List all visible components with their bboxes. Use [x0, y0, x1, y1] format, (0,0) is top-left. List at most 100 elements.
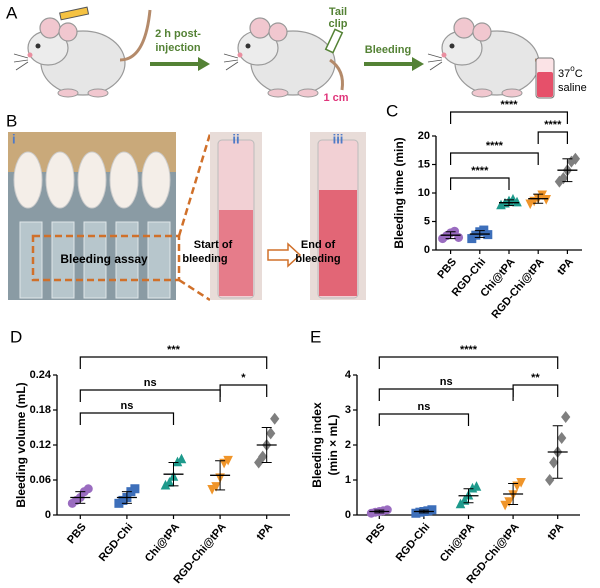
panel-a: A 2 h post- injection Tail clip 1 cm Ble… — [6, 3, 587, 103]
point — [561, 410, 571, 424]
highlight-box — [31, 234, 181, 282]
tail — [119, 9, 152, 62]
y-axis-label: Bleeding time (min) — [392, 137, 406, 248]
y-tick-label: 0.06 — [30, 474, 51, 486]
step-text: injection — [155, 42, 201, 54]
x-tick-label: Chi@tPA — [143, 521, 182, 564]
panel-label: E — [310, 327, 321, 346]
clip — [324, 28, 344, 54]
point — [500, 500, 510, 511]
significance-bracket — [378, 413, 470, 426]
point — [382, 505, 392, 515]
point — [537, 190, 548, 201]
x-tick-label: Chi@tPA — [438, 521, 477, 564]
panel-label: A — [6, 3, 18, 22]
mouse — [13, 17, 126, 98]
assay-text: Bleeding assay — [60, 252, 148, 266]
arrow-head — [412, 57, 424, 71]
significance-label: ns — [120, 400, 133, 412]
end-text: End of — [301, 239, 336, 251]
point — [130, 484, 140, 494]
y-tick-label: 15 — [418, 158, 430, 170]
significance-bracket — [79, 356, 268, 369]
start-text: bleeding — [182, 253, 227, 265]
point — [504, 497, 514, 507]
point — [516, 478, 526, 488]
significance-bracket — [537, 131, 568, 144]
x-tick-label: PBS — [65, 521, 89, 546]
point — [223, 455, 233, 466]
significance-bracket — [378, 388, 514, 401]
temp-text: 37oC — [558, 64, 583, 80]
significance-bracket — [450, 152, 539, 165]
significance-label: **** — [544, 119, 562, 131]
y-axis-label: Bleeding volume (mL) — [14, 382, 28, 507]
point — [427, 505, 437, 515]
step-text: Tail — [329, 6, 347, 18]
blood — [219, 210, 253, 296]
temp-sup: o — [570, 64, 575, 73]
point — [570, 152, 581, 165]
step-text: clip — [329, 18, 348, 30]
significance-label: ns — [440, 376, 453, 388]
point — [471, 481, 482, 491]
point — [270, 412, 280, 425]
significance-label: ** — [531, 372, 540, 384]
point — [549, 456, 559, 469]
point — [541, 195, 552, 205]
y-tick-label: 2 — [345, 439, 351, 451]
panel-b: B Bleeding assay i ii Start of bleeding … — [6, 111, 366, 302]
arrow-head — [198, 57, 210, 71]
zoom-lines — [177, 133, 212, 302]
significance-label: *** — [167, 344, 181, 356]
y-tick-label: 0.12 — [30, 439, 51, 451]
sub-label: i — [12, 131, 16, 146]
sub-label: ii — [232, 131, 239, 146]
end-text: bleeding — [295, 253, 340, 265]
sub-label: iii — [333, 131, 344, 146]
blood — [319, 190, 357, 296]
y-tick-label: 0 — [424, 244, 430, 256]
significance-label: **** — [500, 99, 518, 111]
x-tick-label: PBS — [435, 256, 459, 281]
significance-bracket — [378, 356, 559, 369]
start-text: Start of — [194, 239, 233, 251]
y-tick-label: 0 — [345, 509, 351, 521]
x-tick-label: tPA — [254, 521, 275, 543]
y-tick-label: 1 — [345, 474, 351, 486]
mice-photo — [13, 151, 171, 209]
x-tick-label: tPA — [545, 521, 566, 543]
y-axis-label: (min × mL) — [326, 414, 340, 475]
step-text: 2 h post- — [155, 28, 201, 40]
significance-bracket — [79, 389, 221, 402]
point — [266, 427, 276, 440]
syringe — [59, 6, 90, 21]
tail — [329, 58, 344, 91]
significance-label: **** — [460, 344, 478, 356]
significance-label: ns — [417, 401, 430, 413]
x-tick-label: RGD-Chi@tPA — [490, 256, 547, 321]
point — [258, 450, 268, 463]
significance-label: **** — [471, 165, 489, 177]
y-axis-label: Bleeding index — [310, 402, 324, 488]
length-text: 1 cm — [323, 92, 348, 104]
x-tick-label: RGD-Chi — [97, 521, 136, 564]
blood — [537, 72, 553, 97]
significance-label: ns — [144, 377, 157, 389]
significance-label: **** — [486, 140, 504, 152]
significance-bracket — [512, 384, 559, 397]
step-text: Bleeding — [365, 44, 411, 56]
point — [176, 453, 187, 464]
mouse — [427, 17, 540, 98]
x-tick-label: PBS — [364, 521, 388, 546]
panel-label: C — [386, 101, 398, 120]
point — [211, 482, 221, 492]
significance-label: * — [241, 372, 246, 384]
point — [545, 473, 555, 487]
point — [459, 495, 470, 505]
x-tick-label: RGD-Chi — [394, 521, 433, 564]
temp-unit: C — [575, 68, 583, 80]
x-tick-label: tPA — [555, 256, 576, 278]
arrow — [267, 242, 302, 268]
